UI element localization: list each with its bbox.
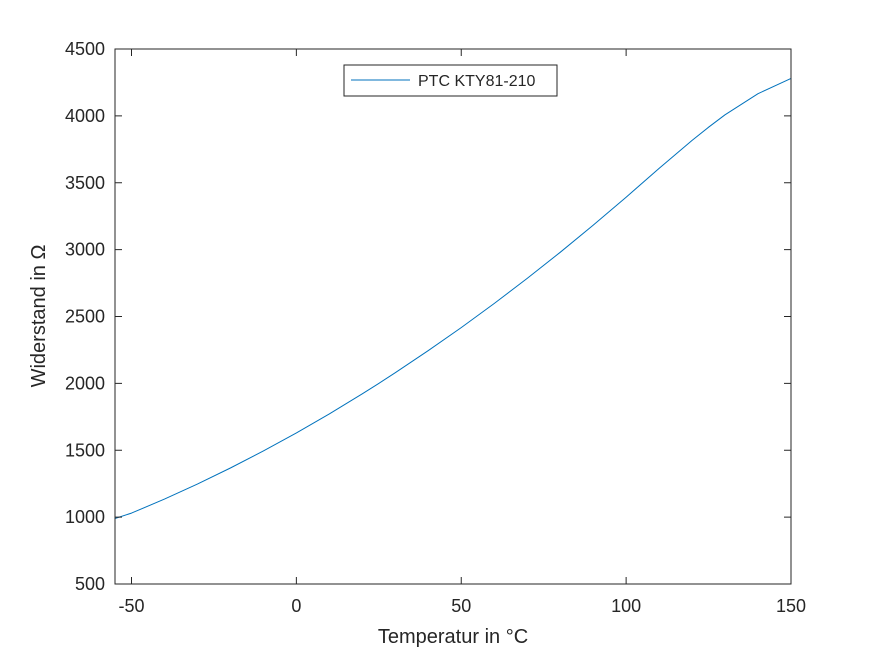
x-tick-label: 100 <box>611 596 641 616</box>
y-tick-label: 3500 <box>65 173 105 193</box>
y-tick-label: 1000 <box>65 507 105 527</box>
y-tick-label: 4500 <box>65 39 105 59</box>
y-axis-label: Widerstand in Ω <box>28 245 50 388</box>
x-tick-label: -50 <box>118 596 144 616</box>
x-tick-label: 50 <box>451 596 471 616</box>
y-tick-label: 2500 <box>65 307 105 327</box>
x-axis-label: Temperatur in °C <box>378 626 528 648</box>
y-tick-label: 500 <box>75 574 105 594</box>
plot-area <box>115 49 791 584</box>
legend-entry-label: PTC KTY81-210 <box>418 73 535 90</box>
series-line <box>114 77 792 519</box>
x-tick-label: 150 <box>776 596 806 616</box>
y-tick-label: 2000 <box>65 373 105 393</box>
y-tick-label: 4000 <box>65 106 105 126</box>
y-tick-label: 3000 <box>65 240 105 260</box>
legend: PTC KTY81-210 <box>343 64 558 97</box>
y-tick-label: 1500 <box>65 440 105 460</box>
x-tick-label: 0 <box>291 596 301 616</box>
